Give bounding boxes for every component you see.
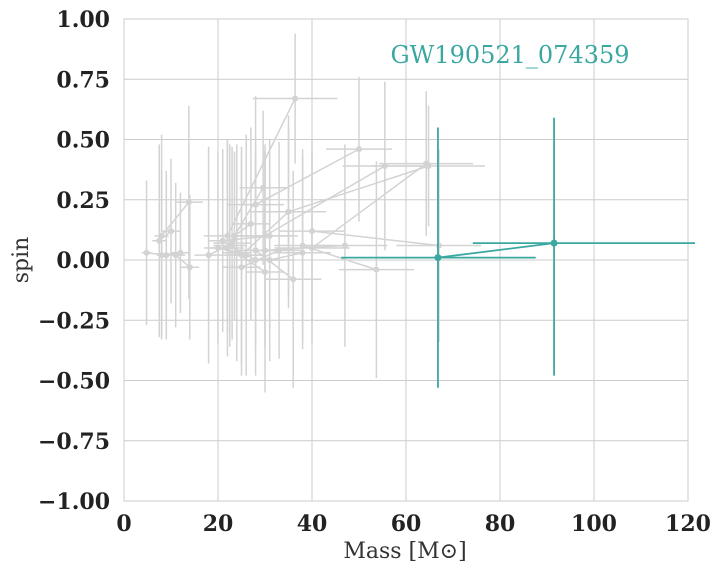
- event-point-1-point: [292, 95, 299, 102]
- background-event: [222, 141, 303, 376]
- event-point-1-point: [276, 247, 283, 254]
- event-point-2-point: [231, 232, 238, 239]
- event-point-2-point: [266, 257, 273, 263]
- event-point-2-point: [219, 237, 226, 244]
- background-event: [274, 91, 474, 345]
- event-point-1-point: [168, 228, 174, 235]
- background-event: [227, 76, 392, 314]
- background-event: [203, 33, 338, 333]
- event-point-1-point: [381, 163, 388, 170]
- event-connector: [311, 162, 427, 249]
- y-tick-label: −0.50: [38, 369, 110, 395]
- highlight-2-point: [550, 239, 558, 247]
- y-tick-label: −0.25: [38, 308, 110, 334]
- background-event: [246, 156, 331, 362]
- background-event: [152, 144, 181, 338]
- event-connector: [241, 249, 280, 268]
- event-point-1-point: [341, 242, 348, 249]
- y-tick-labels: 1.00 0.75 0.50 0.25 0.00 −0.25 −0.50 −0.75 −1.00: [38, 7, 110, 515]
- y-tick-label: 1.00: [56, 7, 110, 33]
- event-point-2-point: [226, 242, 233, 249]
- event-connector: [311, 230, 439, 247]
- y-tick-label: −0.75: [38, 429, 110, 455]
- event-point-2-point: [238, 264, 245, 271]
- event-point-1-point: [186, 264, 193, 271]
- event-point-2-point: [205, 252, 212, 259]
- y-axis-label: spin: [9, 237, 34, 284]
- y-tick-label: −1.00: [38, 489, 110, 515]
- event-point-2-point: [252, 247, 259, 254]
- highlight-connector: [437, 242, 555, 259]
- event-point-1-point: [185, 199, 192, 206]
- event-connector: [175, 254, 191, 268]
- event-connector: [269, 252, 303, 261]
- highlight-series: [341, 117, 696, 388]
- event-connector: [255, 148, 360, 206]
- background-event: [236, 153, 322, 388]
- event-point-1-point: [423, 160, 430, 167]
- event-connector: [222, 235, 270, 242]
- event-point-1-point: [356, 146, 362, 153]
- background-event: [166, 182, 200, 340]
- plot-frame: [123, 18, 689, 502]
- y-tick-label: 0.50: [56, 128, 110, 154]
- x-tick-label: 120: [665, 511, 711, 537]
- event-point-1-point: [262, 269, 268, 276]
- event-point-1-point: [143, 249, 150, 256]
- event-point-2-point: [215, 244, 221, 251]
- event-point-1-point: [299, 249, 306, 256]
- event-point-1-point: [177, 249, 184, 256]
- event-point-2-point: [309, 228, 315, 235]
- event-point-1-point: [435, 242, 442, 249]
- event-point-2-point: [156, 237, 163, 244]
- background-events: [141, 33, 485, 393]
- background-event: [220, 127, 270, 321]
- event-point-1-point: [373, 266, 380, 273]
- event-connector: [302, 244, 377, 271]
- event-connector: [234, 223, 252, 237]
- x-tick-label: 40: [297, 511, 328, 537]
- y-tick-label: 0.00: [56, 248, 110, 274]
- background-event: [279, 139, 482, 342]
- y-tick-label: 0.25: [56, 188, 110, 214]
- x-tick-label: 20: [203, 511, 234, 537]
- event-point-2-point: [172, 252, 179, 259]
- background-event: [222, 144, 284, 393]
- x-tick-label: 100: [571, 511, 617, 537]
- x-tick-labels: 0 20 40 60 80 100 120: [116, 511, 711, 537]
- x-axis-label: Mass [M⊙]: [343, 539, 466, 564]
- event-connector: [226, 98, 296, 237]
- x-tick-label: 0: [116, 511, 131, 537]
- event-point-1-point: [290, 276, 297, 283]
- event-connector: [255, 249, 294, 280]
- event-point-1-point: [247, 220, 254, 227]
- event-annotation: GW190521_074359: [390, 41, 629, 69]
- y-tick-label: 0.75: [56, 67, 110, 93]
- x-tick-label: 60: [391, 511, 422, 537]
- event-connector: [264, 165, 386, 237]
- event-point-1-point: [285, 208, 292, 215]
- event-point-2-point: [233, 249, 240, 256]
- x-tick-label: 80: [485, 511, 516, 537]
- highlight-1-point: [434, 254, 442, 262]
